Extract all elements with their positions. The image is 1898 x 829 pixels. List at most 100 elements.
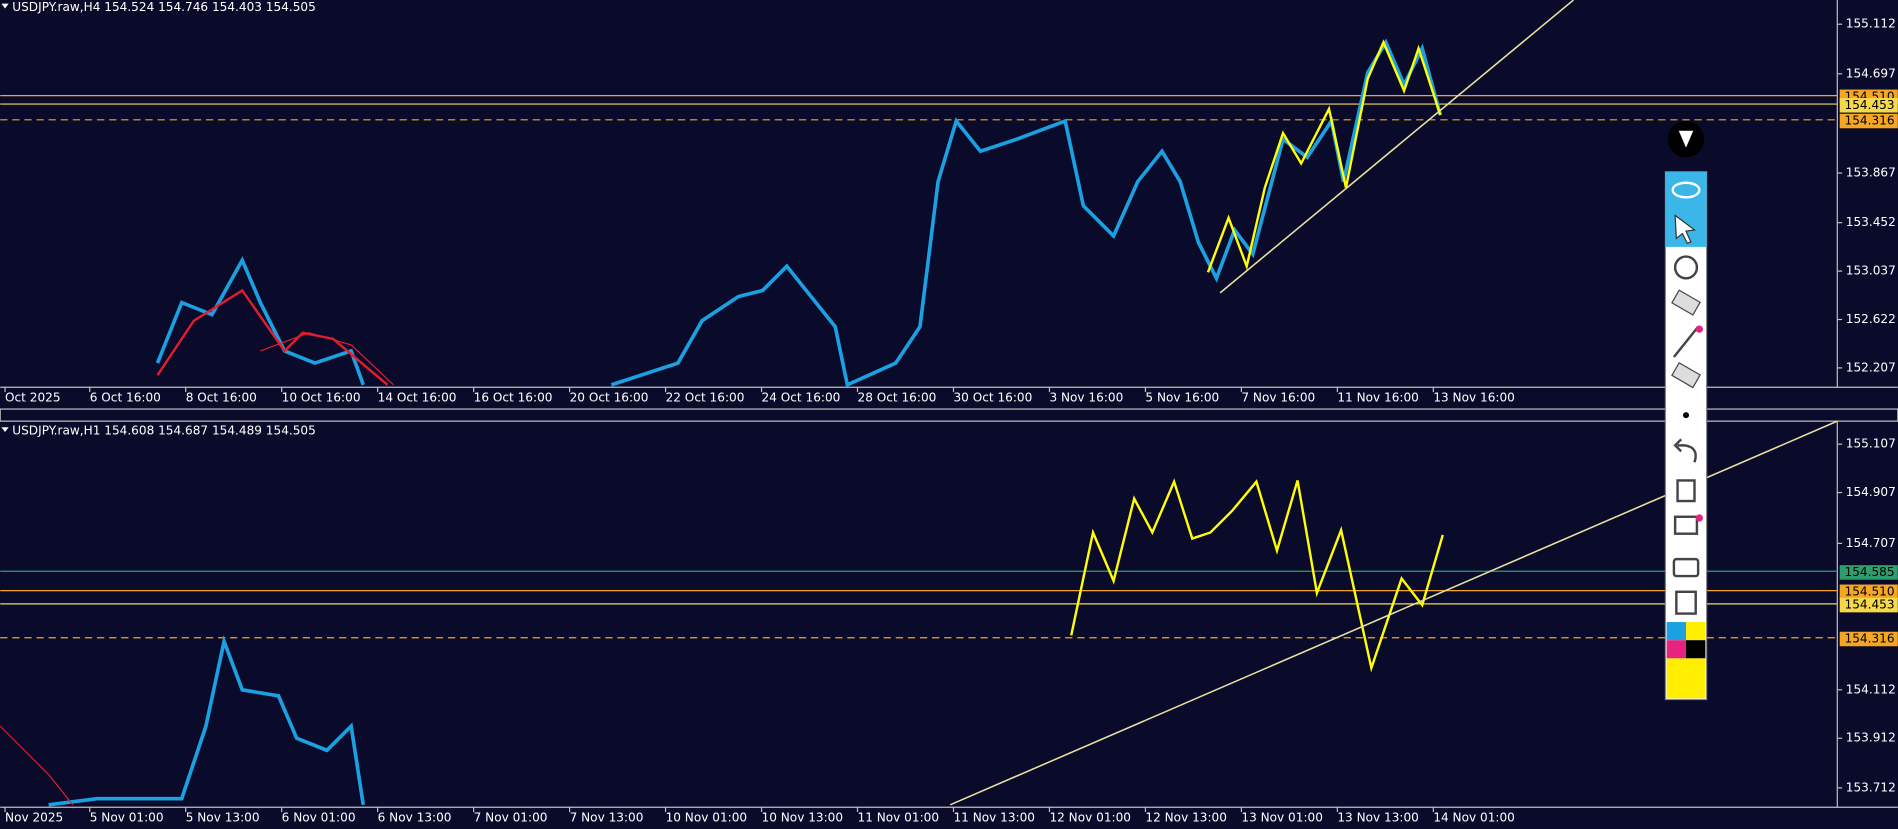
- price-tag-label: 154.585: [1845, 565, 1895, 579]
- time-label: 11 Nov 13:00: [953, 811, 1035, 825]
- price-tag: 154.453: [1839, 597, 1898, 613]
- collapse-arrow: [1, 3, 9, 9]
- undo-tool[interactable]: [1673, 438, 1697, 463]
- price-label: 152.207: [1846, 360, 1896, 374]
- indicator-dot: [1695, 325, 1703, 333]
- time-label: 22 Oct 16:00: [666, 391, 745, 405]
- price-label: 154.697: [1846, 66, 1896, 80]
- time-label: 8 Oct 16:00: [186, 391, 257, 405]
- time-label: 11 Nov 01:00: [858, 811, 940, 825]
- time-label: 13 Nov 01:00: [1241, 811, 1323, 825]
- zigzag: [1206, 39, 1442, 273]
- time-label: 7 Nov 16:00: [1241, 391, 1315, 405]
- price-tag: 154.316: [1839, 631, 1898, 647]
- screenshot-tool[interactable]: [1672, 557, 1700, 578]
- eye-tool[interactable]: [1671, 181, 1701, 199]
- trend-line: [1219, 0, 1574, 294]
- price-tag-label: 154.453: [1845, 98, 1895, 112]
- time-label: 13 Nov 16:00: [1433, 391, 1515, 405]
- drawing-toolbar: [1664, 121, 1708, 701]
- pen-icon: [1678, 130, 1694, 148]
- time-label: 14 Nov 01:00: [1433, 811, 1515, 825]
- price-tag-bg: [1839, 584, 1898, 600]
- price-label: 154.707: [1846, 536, 1896, 550]
- panel-separator: [0, 408, 1898, 422]
- time-label: 7 Nov 01:00: [474, 811, 548, 825]
- price-label: 153.452: [1846, 215, 1896, 229]
- price-tag-label: 154.316: [1845, 631, 1895, 645]
- price-tag-label: 154.453: [1845, 598, 1895, 612]
- time-label: 11 Nov 16:00: [1337, 391, 1419, 405]
- price-label: 154.112: [1846, 682, 1896, 696]
- time-label: 10 Nov 13:00: [762, 811, 844, 825]
- cursor-tool[interactable]: [1674, 214, 1697, 244]
- price-label: 153.912: [1846, 731, 1896, 745]
- price-tag-bg: [1839, 631, 1898, 647]
- current-color[interactable]: [1666, 658, 1706, 699]
- price-tag: 154.585: [1839, 565, 1898, 580]
- time-label: 3 Nov 16:00: [1049, 391, 1123, 405]
- dot-tool[interactable]: [1682, 412, 1690, 419]
- price-tag-bg: [1839, 565, 1898, 580]
- time-label: 5 Nov 01:00: [90, 811, 164, 825]
- time-label: 10 Oct 16:00: [282, 391, 361, 405]
- time-label: 6 Oct 16:00: [90, 391, 161, 405]
- collapse-arrow: [1, 427, 9, 433]
- price-tag: 154.453: [1839, 98, 1898, 113]
- magnet-tool[interactable]: [1673, 255, 1699, 280]
- price-label: 154.907: [1846, 485, 1896, 499]
- time-label: 6 Nov 13:00: [378, 811, 452, 825]
- time-label: 28 Oct 16:00: [858, 391, 937, 405]
- time-label: 12 Nov 13:00: [1145, 811, 1227, 825]
- time-label: 6 Nov 01:00: [282, 811, 356, 825]
- price-tag-bg: [1839, 98, 1898, 113]
- price-tag-label: 154.316: [1845, 114, 1895, 128]
- price-tag: 154.510: [1839, 584, 1898, 600]
- template-tool[interactable]: [1673, 515, 1699, 535]
- time-label: 13 Nov 13:00: [1337, 811, 1419, 825]
- moving-average: [0, 725, 74, 806]
- price-tag-label: 154.510: [1845, 584, 1895, 598]
- price-label: 155.112: [1846, 17, 1896, 31]
- price-series: [155, 256, 365, 386]
- eraser-tool[interactable]: [1671, 289, 1701, 316]
- delete-tool[interactable]: [1676, 479, 1696, 503]
- price-label: 153.037: [1846, 264, 1896, 278]
- line-tool[interactable]: [1672, 326, 1700, 358]
- chart-header: USDJPY.raw,H4 154.524 154.746 154.403 15…: [12, 0, 316, 14]
- time-label: 10 Nov 01:00: [666, 811, 748, 825]
- time-label: 16 Oct 16:00: [474, 391, 553, 405]
- price-label: 153.712: [1846, 780, 1896, 794]
- price-label: 153.867: [1846, 166, 1896, 180]
- chart-header: USDJPY.raw,H1 154.608 154.687 154.489 15…: [12, 423, 316, 437]
- clipboard-tool[interactable]: [1675, 590, 1697, 615]
- color-black[interactable]: [1686, 640, 1706, 659]
- top-drawings: [0, 0, 1838, 388]
- color-yellow[interactable]: [1686, 622, 1706, 641]
- time-label: 5 Nov 13:00: [186, 811, 260, 825]
- zigzag: [1070, 478, 1444, 673]
- price-tag: 154.316: [1839, 113, 1898, 129]
- time-label: 7 Nov 13:00: [570, 811, 644, 825]
- indicator-dot: [1695, 514, 1703, 522]
- color-cyan[interactable]: [1666, 622, 1687, 641]
- time-label: 24 Oct 16:00: [762, 391, 841, 405]
- time-label: 14 Oct 16:00: [378, 391, 457, 405]
- price-series: [48, 634, 366, 807]
- price-series-red: [156, 288, 389, 386]
- clear-tool[interactable]: [1671, 362, 1701, 389]
- price-tag-bg: [1839, 113, 1898, 129]
- price-tag-bg: [1839, 597, 1898, 613]
- moving-average: [260, 332, 394, 386]
- time-label: 30 Oct 16:00: [953, 391, 1032, 405]
- price-label: 152.622: [1846, 312, 1896, 326]
- time-label: 5 Nov 16:00: [1145, 391, 1219, 405]
- toolbar-panel: [1664, 171, 1708, 701]
- color-pink[interactable]: [1666, 640, 1687, 659]
- price-label: 155.107: [1846, 437, 1896, 451]
- time-label: 12 Nov 01:00: [1049, 811, 1131, 825]
- time-label: 20 Oct 16:00: [570, 391, 649, 405]
- time-label: Nov 2025: [5, 811, 63, 825]
